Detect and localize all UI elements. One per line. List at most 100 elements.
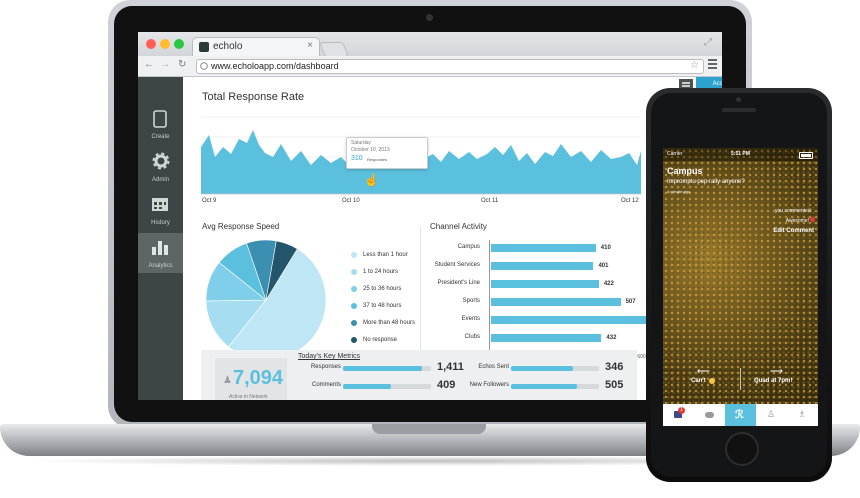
section-divider [420, 227, 421, 367]
close-window-button[interactable] [146, 39, 156, 49]
legend-item: More than 48 hours [351, 320, 431, 328]
browser-menu-icon[interactable] [708, 59, 717, 69]
edit-comment-button[interactable]: Edit Comment [773, 228, 814, 234]
sidebar-item-admin[interactable]: Admin [138, 147, 183, 187]
channel-bar[interactable] [491, 262, 594, 270]
sidebar-item-history[interactable]: History [138, 190, 183, 230]
action-divider [740, 368, 741, 390]
profile-icon: ♗ [798, 409, 807, 419]
bar-category-label: Events [461, 316, 480, 322]
channel-name: Campus [667, 166, 703, 176]
channel-bar[interactable] [491, 298, 621, 306]
bar-axis [489, 240, 490, 352]
phone-tab-profile[interactable]: ♗ [787, 404, 818, 426]
metric-bar-track [511, 366, 599, 371]
bar-category-label: President's Line [437, 280, 480, 286]
metric-bar-fill [343, 366, 423, 371]
x-tick-label: Oct 11 [481, 198, 499, 204]
sidebar-item-analytics[interactable]: Analytics [138, 233, 183, 273]
person-icon: ♟ [223, 375, 232, 386]
metric-bar-track [511, 384, 599, 389]
globe-icon [200, 62, 208, 70]
fullscreen-icon[interactable]: ⤢ [704, 37, 712, 48]
sidebar-item-label: History [151, 220, 170, 226]
key-metrics-title[interactable]: Today's Key Metrics [298, 353, 361, 360]
avg-speed-pie [205, 239, 327, 361]
bar-category-label: Student Services [434, 262, 480, 268]
x-tick-label: Oct 9 [202, 198, 217, 204]
metric-label: Echos Sent [478, 364, 509, 370]
network-label: Active in Network [229, 394, 268, 400]
url-text: www.echoloapp.com/dashboard [211, 61, 339, 71]
avg-speed-title: Avg Response Speed [202, 222, 280, 231]
tooltip-day: Saturday [351, 140, 372, 146]
phone-tab-person[interactable]: ♙ [756, 404, 787, 426]
browser-tab[interactable]: echolo × [192, 37, 320, 57]
forward-icon[interactable]: → [160, 59, 170, 70]
new-tab-button[interactable] [319, 42, 349, 57]
legend-label: 1 to 24 hours [363, 269, 399, 275]
url-input[interactable]: www.echoloapp.com/dashboard ☆ [196, 59, 704, 74]
metric-label: New Followers [469, 382, 509, 388]
minimize-window-button[interactable] [160, 39, 170, 49]
metric-value: 1,411 [437, 361, 464, 373]
channel-bar[interactable] [491, 334, 602, 342]
legend-swatch [351, 269, 357, 275]
legend-label: Less than 1 hour [363, 252, 408, 258]
tablet-icon [153, 110, 167, 128]
sad-face-icon [709, 378, 715, 384]
comment-flag-icon [810, 217, 815, 222]
home-icon [674, 411, 682, 418]
legend-item: Less than 1 hour [351, 252, 431, 260]
channel-bar[interactable] [491, 244, 596, 252]
echo-icon: ℛ [735, 409, 744, 421]
channel-bar[interactable] [491, 316, 662, 324]
maximize-window-button[interactable] [174, 39, 184, 49]
arrow-right-icon: ⟶ [770, 366, 783, 376]
you-commented-label: you commented: [775, 208, 812, 214]
phone-tab-chat[interactable] [694, 404, 725, 426]
person-icon: ♙ [767, 409, 776, 419]
browser-window: echolo × ⤢ ← → ↻ www.echoloapp.com/dashb… [138, 32, 722, 400]
bookmark-star-icon[interactable]: ☆ [690, 60, 699, 71]
reload-icon[interactable]: ↻ [178, 59, 187, 70]
phone-home-button[interactable] [725, 432, 759, 466]
laptop-shadow [20, 456, 840, 466]
battery-icon [799, 152, 813, 159]
metric-bar-track [343, 384, 431, 389]
sidebar-item-create[interactable]: Create [138, 104, 183, 144]
pie-slice[interactable] [205, 299, 267, 348]
channel-activity-title: Channel Activity [430, 222, 487, 231]
phone-screen: Carrier 5:51 PM Campus Impromptu pep ral… [663, 148, 818, 426]
pie-slice[interactable] [265, 240, 298, 301]
metric-label: Responses [310, 364, 341, 370]
x-tick-label: Oct 10 [342, 198, 360, 204]
legend-swatch [351, 252, 357, 258]
legend-label: 25 to 36 hours [363, 286, 402, 292]
phone-tab-home[interactable]: 1 [663, 404, 694, 426]
legend-swatch [351, 303, 357, 309]
channel-bar[interactable] [491, 280, 599, 288]
calendar-icon [152, 198, 168, 211]
tooltip-unit: Responses [367, 157, 388, 162]
echolo-favicon-icon [199, 42, 209, 52]
metric-value: 505 [605, 379, 624, 391]
quad-action[interactable]: Quad at 7pm! [754, 378, 793, 384]
bar-chart-icon [152, 241, 168, 255]
tab-close-icon[interactable]: × [307, 40, 313, 51]
phone-time: 5:51 PM [731, 151, 750, 157]
back-icon[interactable]: ← [144, 59, 154, 70]
dashboard-main: Account Total Response Rate Saturday Oct… [183, 77, 722, 400]
address-bar: ← → ↻ www.echoloapp.com/dashboard ☆ [138, 56, 722, 77]
bar-category-label: Campus [457, 244, 480, 250]
gear-icon [152, 152, 170, 170]
phone-tab-echo[interactable]: ℛ [725, 404, 756, 426]
metric-bar-fill [511, 366, 573, 371]
cant-action[interactable]: Can't [691, 378, 706, 384]
metric-bar-fill [343, 384, 392, 389]
x-tick-label: Oct 12 [621, 198, 639, 204]
sidebar-item-label: Analytics [148, 263, 173, 269]
bar-value-label: 410 [600, 245, 611, 251]
browser-tabbar: echolo × ⤢ [138, 32, 722, 57]
bar-value-label: 422 [603, 281, 614, 287]
